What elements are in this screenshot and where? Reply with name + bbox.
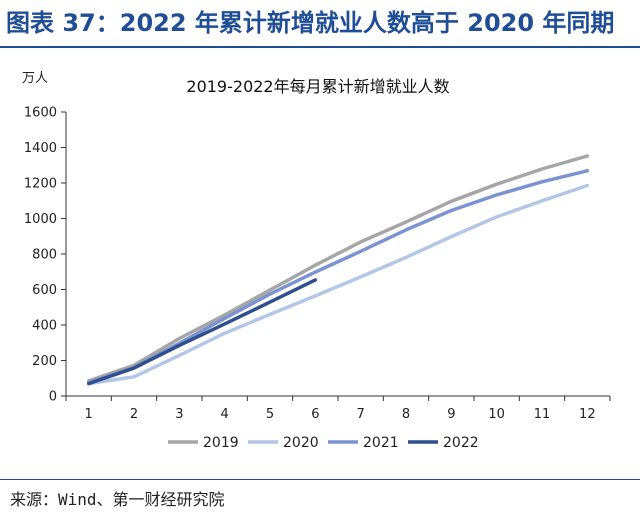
y-tick-label: 600 <box>32 283 57 298</box>
y-tick-label: 400 <box>32 319 57 334</box>
series-line-2020 <box>86 183 590 386</box>
chart-title: 2019-2022年每月累计新增就业人数 <box>186 77 449 96</box>
x-tick-label: 6 <box>311 407 319 422</box>
x-tick-label: 1 <box>85 407 93 422</box>
series-line-2022 <box>86 278 318 386</box>
series-line-2021 <box>86 169 590 385</box>
y-tick-label: 1200 <box>24 177 57 192</box>
source-divider <box>0 479 640 480</box>
x-tick-label: 9 <box>447 407 455 422</box>
x-tick-label: 7 <box>357 407 365 422</box>
legend-label-2022: 2022 <box>443 435 479 451</box>
y-tick-label: 0 <box>49 390 57 405</box>
source-note: 来源：Wind、第一财经研究院 <box>10 490 225 509</box>
legend-label-2019: 2019 <box>203 435 239 451</box>
figure-title: 图表 37：2022 年累计新增就业人数高于 2020 年同期 <box>6 9 615 37</box>
x-axis: 1 2 3 4 5 6 7 8 9 10 11 12 <box>65 395 611 422</box>
y-tick-label: 1400 <box>24 141 57 156</box>
legend-label-2021: 2021 <box>363 435 399 451</box>
y-tick-label: 200 <box>32 354 57 369</box>
x-tick-label: 3 <box>175 407 183 422</box>
series-layer <box>86 154 590 386</box>
y-tick-label: 800 <box>32 248 57 263</box>
title-divider <box>0 46 640 48</box>
x-tick-label: 2 <box>130 407 138 422</box>
y-tick-label: 1600 <box>24 106 57 121</box>
x-tick-label: 5 <box>266 407 274 422</box>
legend-label-2020: 2020 <box>283 435 319 451</box>
x-tick-label: 12 <box>579 407 596 422</box>
y-axis-unit-label: 万人 <box>22 71 48 86</box>
y-tick-label: 1000 <box>24 212 57 227</box>
y-axis: 0 200 400 600 800 1000 1200 1400 1600 <box>24 106 67 405</box>
legend: 2019 2020 2021 2022 <box>168 435 479 451</box>
x-tick-label: 11 <box>534 407 551 422</box>
x-tick-label: 8 <box>402 407 410 422</box>
x-tick-label: 10 <box>488 407 505 422</box>
series-line-2019 <box>86 154 590 383</box>
x-tick-label: 4 <box>221 407 229 422</box>
